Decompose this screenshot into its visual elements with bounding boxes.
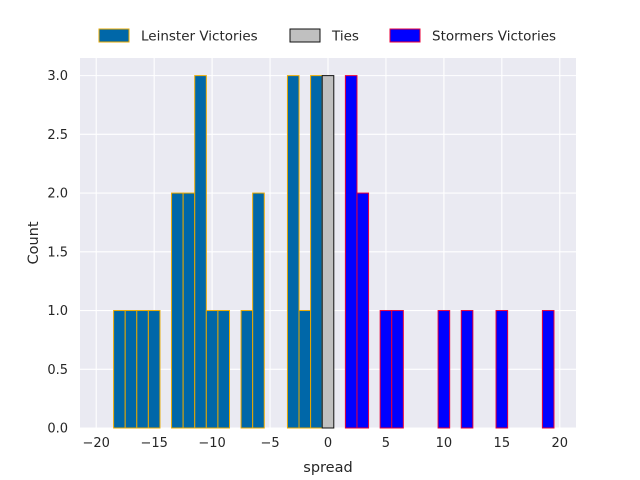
x-tick-label: −10 [198,436,225,451]
y-tick-label: 0.5 [47,363,68,378]
x-tick-label: −20 [83,436,110,451]
y-axis-ticks: 0.0 0.5 1.0 1.5 2.0 2.5 3.0 [47,69,68,436]
histogram-bar [391,310,404,429]
legend-swatch [98,28,130,43]
histogram-bar [541,310,555,429]
histogram-bar [205,310,219,429]
histogram-bar [136,310,149,429]
y-tick-label: 1.0 [47,304,68,319]
legend-swatch [389,28,421,43]
x-tick-label: 10 [436,436,453,451]
histogram-bar [252,192,265,429]
y-tick-label: 3.0 [47,69,68,84]
x-tick-label: 5 [382,436,390,451]
y-tick-label: 0.0 [47,422,68,437]
histogram-bar [356,192,370,429]
histogram-bar [171,192,184,429]
legend-label: Leinster Victories [141,29,258,45]
x-tick-label: 15 [494,436,511,451]
legend-item: Leinster Victories [98,28,258,45]
histogram-bar [460,310,474,429]
histogram-bar [310,75,323,429]
x-tick-label: 20 [552,436,569,451]
legend-swatch [289,28,321,43]
histogram-bar [194,75,207,429]
histogram-bar [495,310,509,429]
y-tick-label: 2.0 [47,187,68,202]
x-axis-label: spread [303,460,352,476]
histogram-bar [240,310,254,429]
histogram-bar [113,310,126,429]
histogram-bar [182,192,196,429]
x-tick-label: −5 [260,436,279,451]
y-tick-label: 2.5 [47,128,68,143]
y-tick-label: 1.5 [47,245,68,260]
histogram-bar [437,310,451,429]
legend: Leinster Victories Ties Stormers Victories [98,28,556,45]
x-axis-ticks: −20 −15 −10 −5 0 5 10 15 20 [83,436,569,451]
histogram-bar [344,75,358,429]
histogram-bar [379,310,393,429]
histogram-bar [321,75,335,429]
y-axis-label: Count [26,221,42,264]
legend-label: Ties [331,29,359,45]
histogram-bar [217,310,230,429]
legend-item: Stormers Victories [389,28,556,45]
histogram-bar [286,75,300,429]
legend-label: Stormers Victories [432,29,556,45]
histogram-bars [113,75,555,429]
histogram-bar [298,310,312,429]
histogram-bar [124,310,138,429]
x-tick-label: 0 [324,436,332,451]
legend-item: Ties [289,28,359,45]
histogram-bar [147,310,161,429]
x-tick-label: −15 [140,436,167,451]
